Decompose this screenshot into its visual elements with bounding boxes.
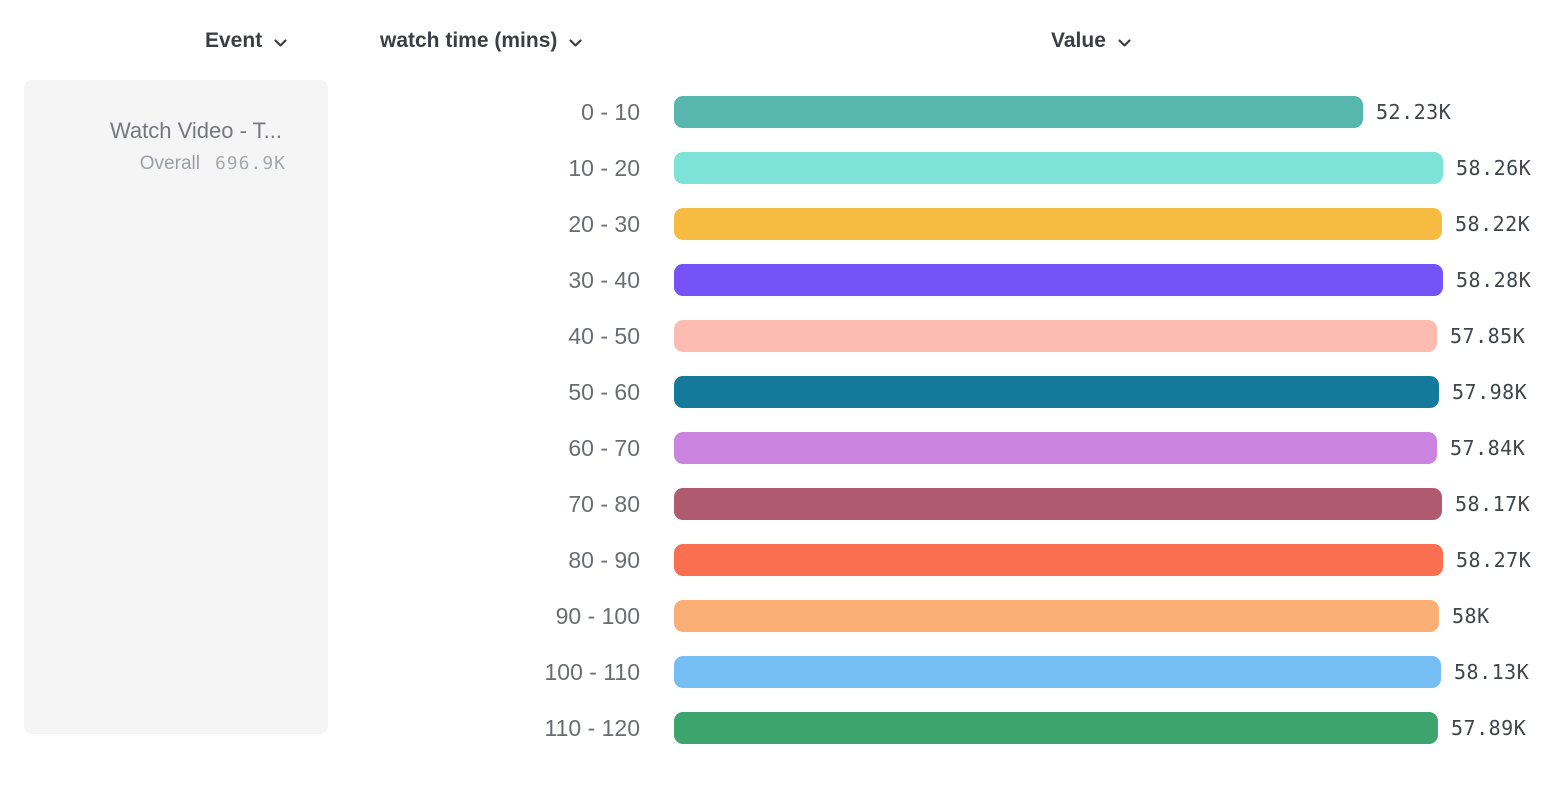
value-label: 52.23K [1376, 100, 1452, 124]
event-overall-row: Overall 696.9K [24, 153, 328, 175]
value-label: 58.22K [1455, 212, 1531, 236]
event-column-header[interactable]: Event [205, 29, 288, 53]
bar[interactable] [674, 208, 1442, 240]
chart-row: 50 - 60 57.98K [0, 364, 1568, 420]
bar[interactable] [674, 264, 1443, 296]
category-label: 110 - 120 [544, 714, 640, 741]
category-label: 10 - 20 [568, 154, 640, 181]
chart-row: 110 - 120 57.89K [0, 700, 1568, 756]
bar-area: 58K [674, 600, 1490, 632]
category-label: 0 - 10 [581, 98, 640, 125]
bar[interactable] [674, 600, 1439, 632]
chart-row: 100 - 110 58.13K [0, 644, 1568, 700]
event-legend-card: Watch Video - T... Overall 696.9K [24, 80, 328, 734]
value-label: 57.98K [1452, 380, 1528, 404]
value-label: 58.17K [1455, 492, 1531, 516]
bar[interactable] [674, 320, 1437, 352]
bar-area: 58.26K [674, 152, 1531, 184]
value-label: 58.27K [1456, 548, 1532, 572]
bar[interactable] [674, 712, 1438, 744]
bar-area: 57.85K [674, 320, 1525, 352]
bar[interactable] [674, 376, 1439, 408]
chevron-down-icon [273, 35, 288, 48]
category-label: 70 - 80 [568, 490, 640, 517]
bar[interactable] [674, 656, 1441, 688]
chart-row: 20 - 30 58.22K [0, 196, 1568, 252]
chart-row: 80 - 90 58.27K [0, 532, 1568, 588]
breakdown-column-label: watch time (mins) [380, 29, 558, 52]
category-label: 90 - 100 [555, 602, 640, 629]
bar-area: 58.22K [674, 208, 1530, 240]
category-label: 50 - 60 [568, 378, 640, 405]
chart-row: 30 - 40 58.28K [0, 252, 1568, 308]
breakdown-column-header[interactable]: watch time (mins) [380, 29, 583, 53]
value-label: 58.26K [1456, 156, 1532, 180]
value-column-label: Value [1051, 29, 1106, 52]
chart-row: 10 - 20 58.26K [0, 140, 1568, 196]
bar-area: 58.17K [674, 488, 1530, 520]
bar-area: 58.28K [674, 264, 1531, 296]
event-name: Watch Video - T... [109, 118, 282, 143]
bar[interactable] [674, 544, 1443, 576]
category-label: 60 - 70 [568, 434, 640, 461]
bar-area: 52.23K [674, 96, 1451, 128]
overall-value: 696.9K [214, 153, 286, 174]
value-label: 57.85K [1450, 324, 1526, 348]
event-column-label: Event [205, 29, 263, 52]
value-label: 57.89K [1451, 716, 1527, 740]
value-label: 57.84K [1450, 436, 1526, 460]
value-label: 58K [1452, 604, 1490, 628]
bar-area: 57.84K [674, 432, 1525, 464]
category-label: 20 - 30 [568, 210, 640, 237]
chart-row: 90 - 100 58K [0, 588, 1568, 644]
bar[interactable] [674, 152, 1443, 184]
bar[interactable] [674, 488, 1442, 520]
category-label: 30 - 40 [568, 266, 640, 293]
bar-area: 57.98K [674, 376, 1527, 408]
category-label: 100 - 110 [544, 658, 640, 685]
chart-row: 40 - 50 57.85K [0, 308, 1568, 364]
bar-area: 58.13K [674, 656, 1529, 688]
chart-row: 70 - 80 58.17K [0, 476, 1568, 532]
overall-label: Overall [139, 153, 200, 174]
value-label: 58.28K [1456, 268, 1532, 292]
bar-area: 58.27K [674, 544, 1531, 576]
chart-row: 0 - 10 52.23K [0, 84, 1568, 140]
value-column-header[interactable]: Value [1051, 29, 1132, 53]
bar[interactable] [674, 96, 1363, 128]
category-label: 40 - 50 [568, 322, 640, 349]
chevron-down-icon [568, 35, 583, 48]
bar[interactable] [674, 432, 1437, 464]
bar-chart: 0 - 10 52.23K 10 - 20 58.26K 20 - 30 58.… [0, 84, 1568, 756]
chart-row: 60 - 70 57.84K [0, 420, 1568, 476]
value-label: 58.13K [1454, 660, 1530, 684]
category-label: 80 - 90 [568, 546, 640, 573]
bar-area: 57.89K [674, 712, 1526, 744]
chevron-down-icon [1117, 35, 1132, 48]
